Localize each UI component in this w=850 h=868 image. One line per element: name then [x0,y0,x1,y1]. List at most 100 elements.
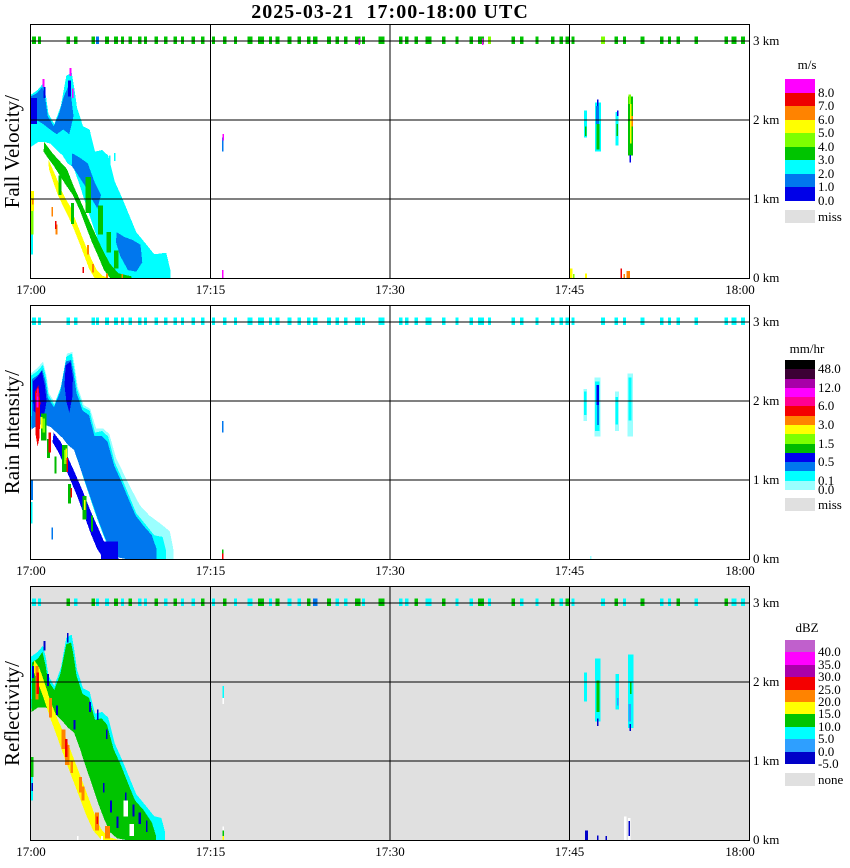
colorbar-band-label: 0.0 [818,193,835,209]
x-tick-label: 17:45 [554,844,585,859]
colorbar-band-label: 20.0 [818,694,841,709]
x-tick-label: 18:00 [725,563,755,578]
colorbar-band-label: 1.5 [818,435,835,451]
y-tick-label: 0 km [753,832,780,847]
x-tick-label: 17:00 [16,282,46,297]
y-tick-label: 1 km [753,753,780,768]
colorbar-band-label: -5.0 [818,756,839,771]
y-tick-label: 2 km [753,112,780,127]
colorbar-band [785,79,815,93]
colorbar-missing-swatch [785,498,815,511]
colorbar-title-fall-velocity: m/s [797,57,817,72]
heatmap-canvas-reflectivity [31,587,749,840]
colorbar-missing-label: miss [818,497,842,512]
colorbar-band-label: 10.0 [818,718,841,734]
colorbar-missing-label: miss [818,209,842,224]
x-tick-label: 17:15 [195,844,226,859]
colorbar-band [785,640,815,653]
y-axis-title-rain-intensity: Rain Intensity/ [0,370,24,495]
colorbar-band [785,133,815,147]
colorbar-band-label: 2.0 [818,165,835,181]
x-tick-label: 17:15 [195,563,226,578]
colorbar-band [785,378,815,388]
y-tick-label: 2 km [753,393,780,408]
colorbar-band-label: 40.0 [818,644,841,660]
colorbar-band [785,702,815,715]
colorbar-band [785,92,815,107]
colorbar-missing-swatch [785,773,815,786]
colorbar-band-label: 35.0 [818,656,841,672]
colorbar-missing-label: none [818,772,844,787]
x-tick-label: 17:15 [195,282,226,297]
colorbar-band [785,415,815,425]
colorbar-band [785,462,815,472]
colorbar-band-label: 0.0 [818,743,835,759]
y-tick-label: 2 km [753,674,780,689]
colorbar-band-label: 30.0 [818,669,841,685]
y-axis-title-fall-velocity: Fall Velocity/ [0,94,24,209]
x-tick-label: 17:30 [375,282,405,297]
colorbar-band-label: 0.5 [818,454,835,470]
x-tick-label: 17:00 [16,563,46,578]
colorbar-band-label: 1.0 [818,179,835,195]
colorbar-band-label: 3.0 [818,417,835,432]
x-tick-label: 17:45 [554,282,585,297]
x-tick-label: 17:45 [554,563,585,578]
colorbar-band [785,360,815,370]
y-tick-label: 0 km [753,551,780,566]
colorbar-band-label: 15.0 [818,706,841,722]
colorbar-band [785,739,815,752]
colorbar-band [785,664,815,678]
colorbar-band [785,187,815,202]
colorbar-band-label: 48.0 [818,361,841,377]
panel-reflectivity [30,586,750,841]
colorbar-band-label: 25.0 [818,681,841,697]
panel-fall-velocity [30,24,750,279]
colorbar-band [785,397,815,407]
colorbar-band-label: 5.0 [818,125,835,141]
colorbar-band [785,452,815,463]
colorbar-title-reflectivity: dBZ [795,620,819,635]
colorbar-band [785,369,815,379]
y-tick-label: 1 km [753,472,780,487]
heatmap-canvas-fall-velocity [31,25,749,278]
colorbar-title-rain-intensity: mm/hr [789,341,825,356]
panel-rain-intensity [30,305,750,560]
colorbar-missing-swatch [785,210,815,223]
colorbar-band [785,751,815,764]
x-tick-label: 17:00 [16,844,46,859]
x-tick-label: 18:00 [725,282,755,297]
colorbar-band-label: 6.0 [818,398,835,414]
colorbar-band [785,714,815,727]
x-tick-label: 18:00 [725,844,755,859]
y-axis-title-wrap-reflectivity: Reflectivity/ [0,587,25,840]
colorbar-band-label: 7.0 [818,98,835,114]
colorbar-band [785,689,815,702]
y-axis-title-reflectivity: Reflectivity/ [0,661,24,766]
y-axis-title-wrap-rain-intensity: Rain Intensity/ [0,306,25,559]
colorbar-band [785,434,815,444]
colorbar-band [785,160,815,174]
y-axis-title-wrap-fall-velocity: Fall Velocity/ [0,25,25,278]
x-tick-label: 17:30 [375,563,405,578]
y-tick-label: 1 km [753,191,780,206]
colorbar-band [785,173,815,188]
colorbar-band [785,146,815,161]
colorbar-band [785,471,815,481]
y-tick-label: 3 km [753,314,780,329]
colorbar-band [785,480,815,490]
colorbar-band [785,443,815,453]
y-tick-label: 3 km [753,33,780,48]
colorbar-band [785,119,815,134]
x-tick-label: 17:30 [375,844,405,859]
colorbar-band-label: 8.0 [818,84,835,100]
colorbar-band [785,406,815,416]
y-tick-label: 0 km [753,270,780,285]
colorbar-band [785,726,815,740]
colorbar-band [785,106,815,120]
figure-title: 2025-03-21 17:00-18:00 UTC [251,1,529,23]
heatmap-canvas-rain-intensity [31,306,749,559]
colorbar-band [785,387,815,398]
colorbar-band [785,425,815,435]
